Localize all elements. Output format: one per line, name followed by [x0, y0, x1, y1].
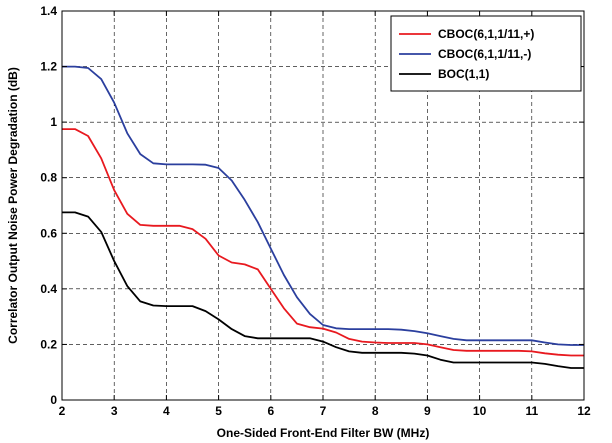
y-tick-label-3: 0.6 — [40, 226, 57, 240]
y-tick-label-6: 1.2 — [40, 60, 57, 74]
x-tick-label-2: 4 — [163, 404, 170, 418]
x-tick-label-1: 3 — [111, 404, 118, 418]
y-tick-label-7: 1.4 — [40, 4, 57, 18]
series-lines — [62, 65, 584, 369]
x-tick-label-5: 7 — [320, 404, 327, 418]
x-tick-label-6: 8 — [372, 404, 379, 418]
series-line-1 — [62, 65, 584, 346]
axis-ticks: 2 3 4 5 6 7 8 9 10 11 12 0 0.2 0.4 0.6 0.8 1 1.2 1.4 — [40, 4, 591, 418]
legend-label-1: CBOC(6,1,1/11,-) — [438, 47, 531, 61]
x-tick-label-7: 9 — [424, 404, 431, 418]
series-line-0 — [62, 128, 584, 357]
y-tick-label-4: 0.8 — [40, 171, 57, 185]
y-tick-label-0: 0 — [50, 393, 57, 407]
series-line-2 — [62, 211, 584, 369]
grid — [62, 11, 584, 400]
x-tick-label-8: 10 — [473, 404, 487, 418]
x-tick-label-0: 2 — [59, 404, 66, 418]
x-tick-label-9: 11 — [525, 404, 538, 418]
y-tick-label-5: 1 — [50, 115, 57, 129]
x-tick-label-10: 12 — [577, 404, 591, 418]
legend: CBOC(6,1,1/11,+) CBOC(6,1,1/11,-) BOC(1,1) — [390, 15, 582, 92]
y-axis-label: Correlator Output Noise Power Degradatio… — [6, 67, 20, 344]
legend-label-0: CBOC(6,1,1/11,+) — [438, 27, 534, 41]
x-tick-label-3: 5 — [215, 404, 222, 418]
legend-label-2: BOC(1,1) — [438, 67, 489, 81]
y-tick-label-2: 0.4 — [40, 282, 57, 296]
x-axis-label: One-Sided Front-End Filter BW (MHz) — [217, 426, 430, 440]
y-tick-label-1: 0.2 — [40, 337, 57, 351]
x-tick-label-4: 6 — [267, 404, 274, 418]
